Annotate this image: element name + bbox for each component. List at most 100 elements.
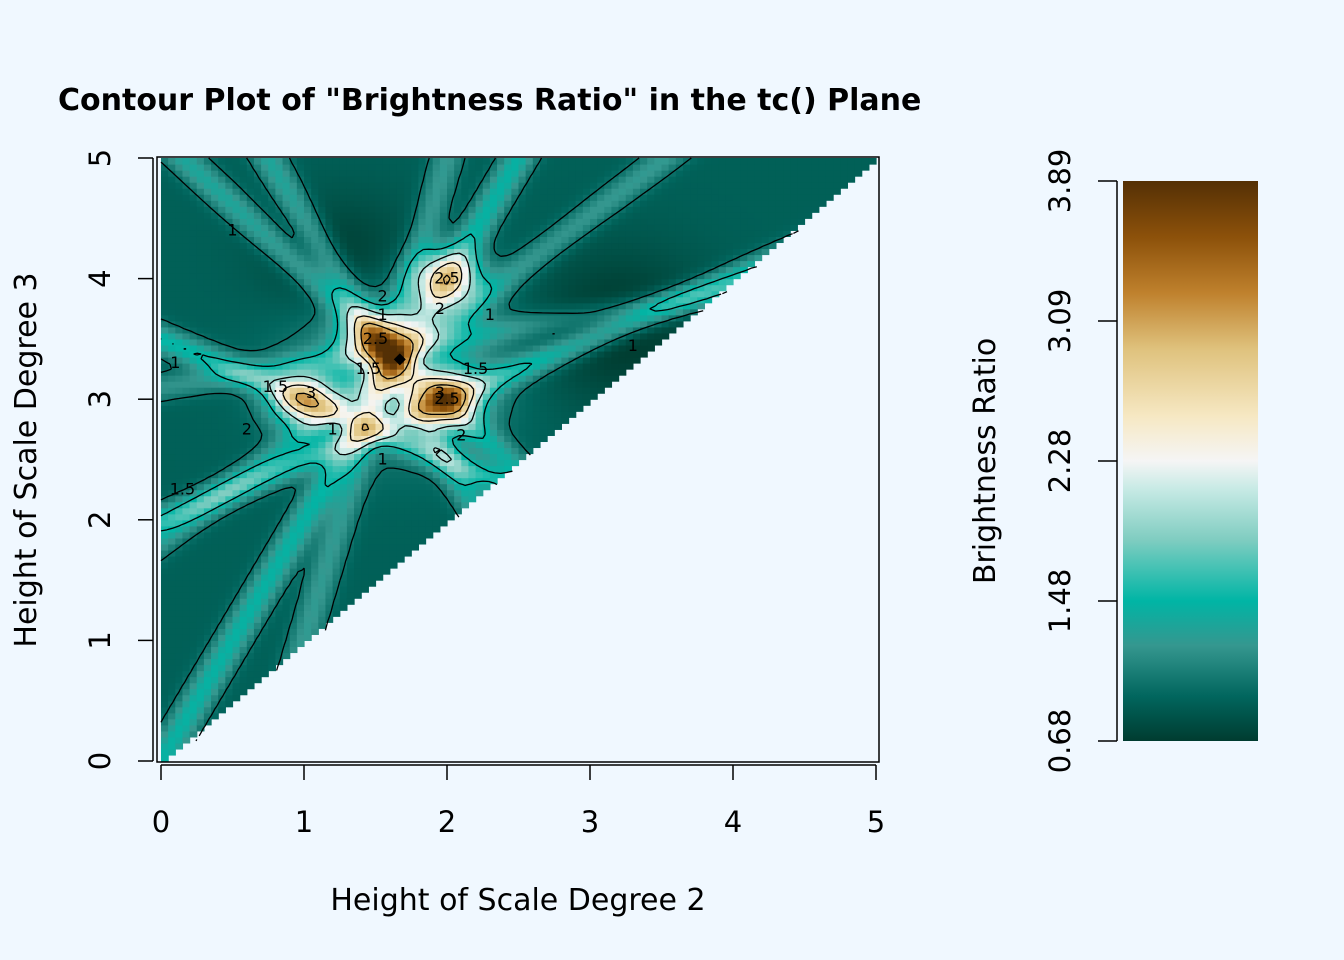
heatmap-cell bbox=[733, 182, 741, 189]
heatmap-cell bbox=[461, 369, 470, 376]
heatmap-cell bbox=[189, 730, 198, 738]
heatmap-cell bbox=[382, 471, 391, 479]
heatmap-cell bbox=[196, 356, 205, 364]
heatmap-cell bbox=[447, 320, 455, 328]
heatmap-cell bbox=[725, 278, 734, 286]
heatmap-cell bbox=[304, 580, 312, 587]
heatmap-cell bbox=[275, 170, 284, 177]
heatmap-cell bbox=[518, 356, 527, 364]
heatmap-cell bbox=[575, 188, 584, 195]
heatmap-cell bbox=[375, 350, 384, 358]
heatmap-cell bbox=[525, 302, 534, 310]
heatmap-cell bbox=[211, 712, 219, 720]
heatmap-cell bbox=[783, 224, 791, 231]
heatmap-cell bbox=[482, 423, 491, 430]
heatmap-cell bbox=[489, 441, 498, 449]
heatmap-cell bbox=[168, 525, 176, 533]
heatmap-cell bbox=[482, 369, 491, 376]
heatmap-cell bbox=[382, 477, 391, 485]
heatmap-cell bbox=[239, 326, 248, 334]
heatmap-cell bbox=[640, 206, 648, 213]
heatmap-cell bbox=[232, 519, 241, 527]
heatmap-cell bbox=[304, 435, 312, 443]
heatmap-cell bbox=[282, 531, 291, 539]
heatmap-cell bbox=[539, 164, 548, 171]
heatmap-cell bbox=[175, 724, 184, 732]
heatmap-cell bbox=[275, 634, 284, 641]
heatmap-cell bbox=[368, 248, 377, 256]
heatmap-cell bbox=[211, 338, 219, 346]
heatmap-cell bbox=[375, 477, 384, 485]
heatmap-cell bbox=[232, 447, 241, 455]
heatmap-cell bbox=[411, 308, 419, 316]
heatmap-cell bbox=[511, 344, 520, 352]
heatmap-cell bbox=[296, 254, 305, 262]
heatmap-cell bbox=[611, 206, 620, 213]
heatmap-cell bbox=[168, 158, 176, 165]
heatmap-cell bbox=[225, 441, 234, 449]
heatmap-cell bbox=[475, 332, 484, 340]
heatmap-cell bbox=[268, 616, 276, 623]
heatmap-cell bbox=[261, 218, 269, 225]
heatmap-cell bbox=[318, 531, 327, 539]
heatmap-cell bbox=[189, 212, 198, 219]
heatmap-cell bbox=[361, 242, 369, 250]
heatmap-cell bbox=[454, 459, 462, 467]
heatmap-cell bbox=[211, 224, 219, 231]
heatmap-cell bbox=[725, 242, 734, 250]
heatmap-cell bbox=[754, 176, 763, 183]
heatmap-cell bbox=[618, 158, 627, 165]
heatmap-cell bbox=[289, 182, 298, 189]
heatmap-cell bbox=[275, 525, 284, 533]
heatmap-cell bbox=[396, 555, 405, 563]
heatmap-cell bbox=[497, 194, 505, 201]
heatmap-cell bbox=[189, 676, 198, 684]
heatmap-cell bbox=[747, 224, 756, 231]
heatmap-cell bbox=[268, 302, 276, 310]
heatmap-cell bbox=[389, 224, 398, 231]
heatmap-cell bbox=[311, 356, 319, 364]
heatmap-cell bbox=[161, 363, 169, 370]
heatmap-cell bbox=[203, 489, 212, 497]
heatmap-cell bbox=[447, 447, 455, 455]
heatmap-cell bbox=[325, 224, 334, 231]
heatmap-cell bbox=[640, 200, 648, 207]
heatmap-cell bbox=[632, 296, 641, 304]
heatmap-cell bbox=[661, 206, 670, 213]
heatmap-cell bbox=[697, 176, 705, 183]
heatmap-cell bbox=[382, 332, 391, 340]
heatmap-cell bbox=[682, 314, 691, 322]
heatmap-cell bbox=[661, 182, 670, 189]
heatmap-cell bbox=[211, 664, 219, 672]
heatmap-cell bbox=[211, 435, 219, 443]
heatmap-cell bbox=[253, 375, 262, 382]
heatmap-cell bbox=[246, 574, 255, 581]
heatmap-cell bbox=[332, 338, 341, 346]
heatmap-cell bbox=[246, 188, 255, 195]
heatmap-cell bbox=[203, 272, 212, 280]
heatmap-cell bbox=[396, 338, 405, 346]
heatmap-cell bbox=[211, 405, 219, 412]
heatmap-cell bbox=[432, 447, 441, 455]
heatmap-cell bbox=[289, 381, 298, 388]
heatmap-cell bbox=[354, 194, 362, 201]
heatmap-cell bbox=[697, 284, 705, 292]
heatmap-cell bbox=[339, 477, 348, 485]
heatmap-cell bbox=[296, 260, 305, 268]
heatmap-cell bbox=[640, 194, 648, 201]
heatmap-cell bbox=[296, 206, 305, 213]
heatmap-cell bbox=[618, 314, 627, 322]
heatmap-cell bbox=[375, 170, 384, 177]
heatmap-cell bbox=[518, 302, 527, 310]
heatmap-cell bbox=[733, 188, 741, 195]
heatmap-cell bbox=[697, 200, 705, 207]
heatmap-cell bbox=[761, 224, 770, 231]
heatmap-cell bbox=[425, 284, 434, 292]
heatmap-cell bbox=[232, 200, 241, 207]
heatmap-cell bbox=[632, 260, 641, 268]
heatmap-cell bbox=[447, 471, 455, 479]
heatmap-cell bbox=[189, 314, 198, 322]
heatmap-cell bbox=[289, 519, 298, 527]
heatmap-cell bbox=[497, 272, 505, 280]
heatmap-cell bbox=[203, 182, 212, 189]
